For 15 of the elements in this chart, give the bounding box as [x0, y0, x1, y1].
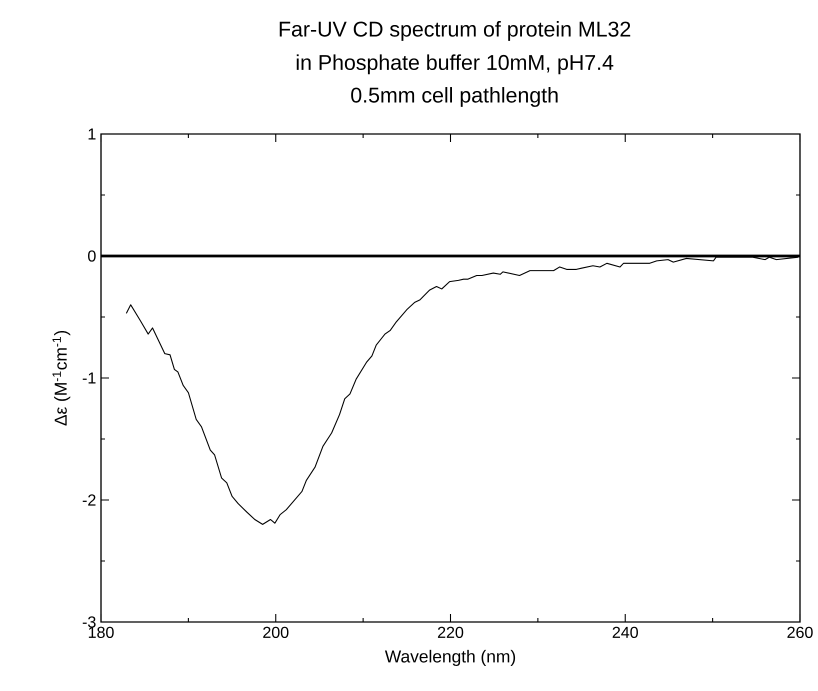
- y-tick-label: 1: [88, 128, 96, 140]
- x-tick-label: 180: [88, 626, 114, 638]
- y-axis-title: Δε (M$^{-1}$cm$^{-1}$): [52, 330, 70, 426]
- x-tick-label: 220: [438, 626, 464, 638]
- y-tick-label: -2: [82, 494, 96, 506]
- x-tick-label: 240: [612, 626, 638, 638]
- x-axis-title: Wavelength (nm): [384, 650, 516, 666]
- y-tick-label: 0: [88, 250, 96, 262]
- x-tick-label: 260: [787, 626, 813, 638]
- y-tick-label: -1: [82, 372, 96, 384]
- chart-title: Far-UV CD spectrum of protein ML32: [280, 21, 630, 41]
- text: 0.5mm cell pathlength: [351, 87, 558, 107]
- chart-subtitle: in Phosphate buffer 10mM, pH7.4: [296, 54, 614, 74]
- x-tick-label: 200: [263, 626, 288, 638]
- y-tick-label: -3: [82, 616, 96, 628]
